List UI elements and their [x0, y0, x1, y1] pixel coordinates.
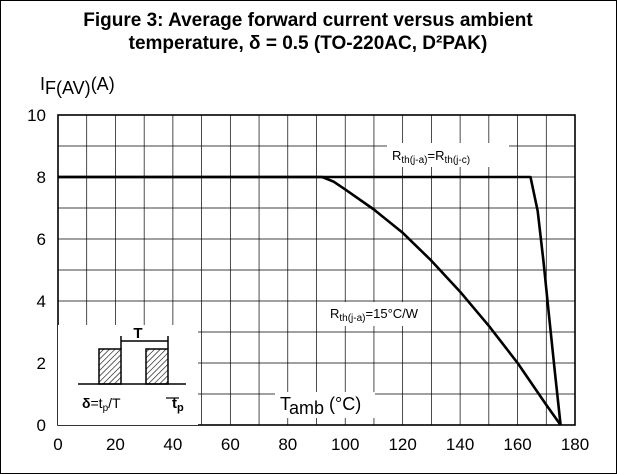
chart-title-line2: temperature, δ = 0.5 (TO-220AC, D²PAK) [129, 33, 488, 54]
x-axis-label-background [275, 392, 375, 418]
y-tick-label: 2 [37, 354, 46, 373]
series-line-2 [58, 175, 562, 426]
series-label-1: Rth(j-a)=Rth(j-c) [392, 148, 470, 166]
series-lines [58, 175, 562, 426]
y-axis-label-main: I [40, 74, 45, 94]
inset-delta-post: /T [108, 395, 121, 411]
series-label-2-mid: =15°C/W [366, 306, 419, 321]
x-tick-label: 80 [278, 435, 297, 454]
plot-area-border [57, 114, 576, 426]
series-label-1-pre: R [392, 148, 401, 163]
x-tick-label: 40 [163, 435, 182, 454]
x-tick-label: 60 [221, 435, 240, 454]
y-tick-label: 8 [37, 168, 46, 187]
inset-tp-label: tp [172, 395, 184, 414]
x-axis-label: Tamb (°C) [280, 394, 361, 418]
x-tick-label: 160 [503, 435, 531, 454]
y-axis-label-unit: (A) [91, 74, 115, 94]
inset-delta-sub: p [103, 403, 109, 414]
x-tick-label: 180 [561, 435, 589, 454]
series-label-2-pre: R [330, 306, 339, 321]
series-label-1-mid: =R [428, 148, 445, 163]
x-tick-label: 100 [331, 435, 359, 454]
x-tick-label: 0 [53, 435, 62, 454]
series-label-1-background [387, 143, 509, 167]
inset-duty-formula: δ=tp/T [82, 395, 121, 414]
series-label-2-sub1: th(j-a) [339, 313, 365, 324]
x-axis-label-sub: amb [289, 398, 324, 418]
series-label-2-background [325, 302, 431, 326]
inset-pulse-2 [145, 348, 169, 385]
inset-tp-main: t [172, 395, 177, 412]
duty-cycle-inset: T δ=tp/T tp [58, 325, 198, 425]
y-axis-label-sub: F(AV) [45, 78, 91, 98]
x-axis-label-unit: (°C) [324, 394, 361, 414]
x-axis-label-main: T [280, 394, 291, 414]
tick-labels: 0 20 40 60 80 100 120 140 160 180 0 2 4 6 8 10 [27, 106, 589, 454]
y-tick-label: 10 [27, 106, 46, 125]
inset-period-label: T [133, 325, 142, 342]
inset-tp-sub: p [177, 402, 184, 414]
inset-pulse-1 [98, 348, 122, 385]
chart-title-line1: Figure 3: Average forward current versus… [83, 10, 533, 31]
x-tick-label: 20 [106, 435, 125, 454]
x-tick-label: 140 [446, 435, 474, 454]
x-tick-label: 120 [388, 435, 416, 454]
series-label-1-sub2: th(j-c) [445, 155, 471, 166]
y-tick-label: 0 [37, 416, 46, 435]
series-label-2: Rth(j-a)=15°C/W [330, 306, 419, 324]
y-tick-label: 6 [37, 230, 46, 249]
y-axis-label: IF(AV)(A) [40, 74, 115, 98]
inset-delta-symbol: δ [82, 395, 91, 411]
series-label-1-sub1: th(j-a) [401, 155, 427, 166]
y-tick-label: 4 [37, 292, 46, 311]
series-line-1 [58, 175, 562, 426]
inset-delta-eq: =t [91, 395, 103, 411]
